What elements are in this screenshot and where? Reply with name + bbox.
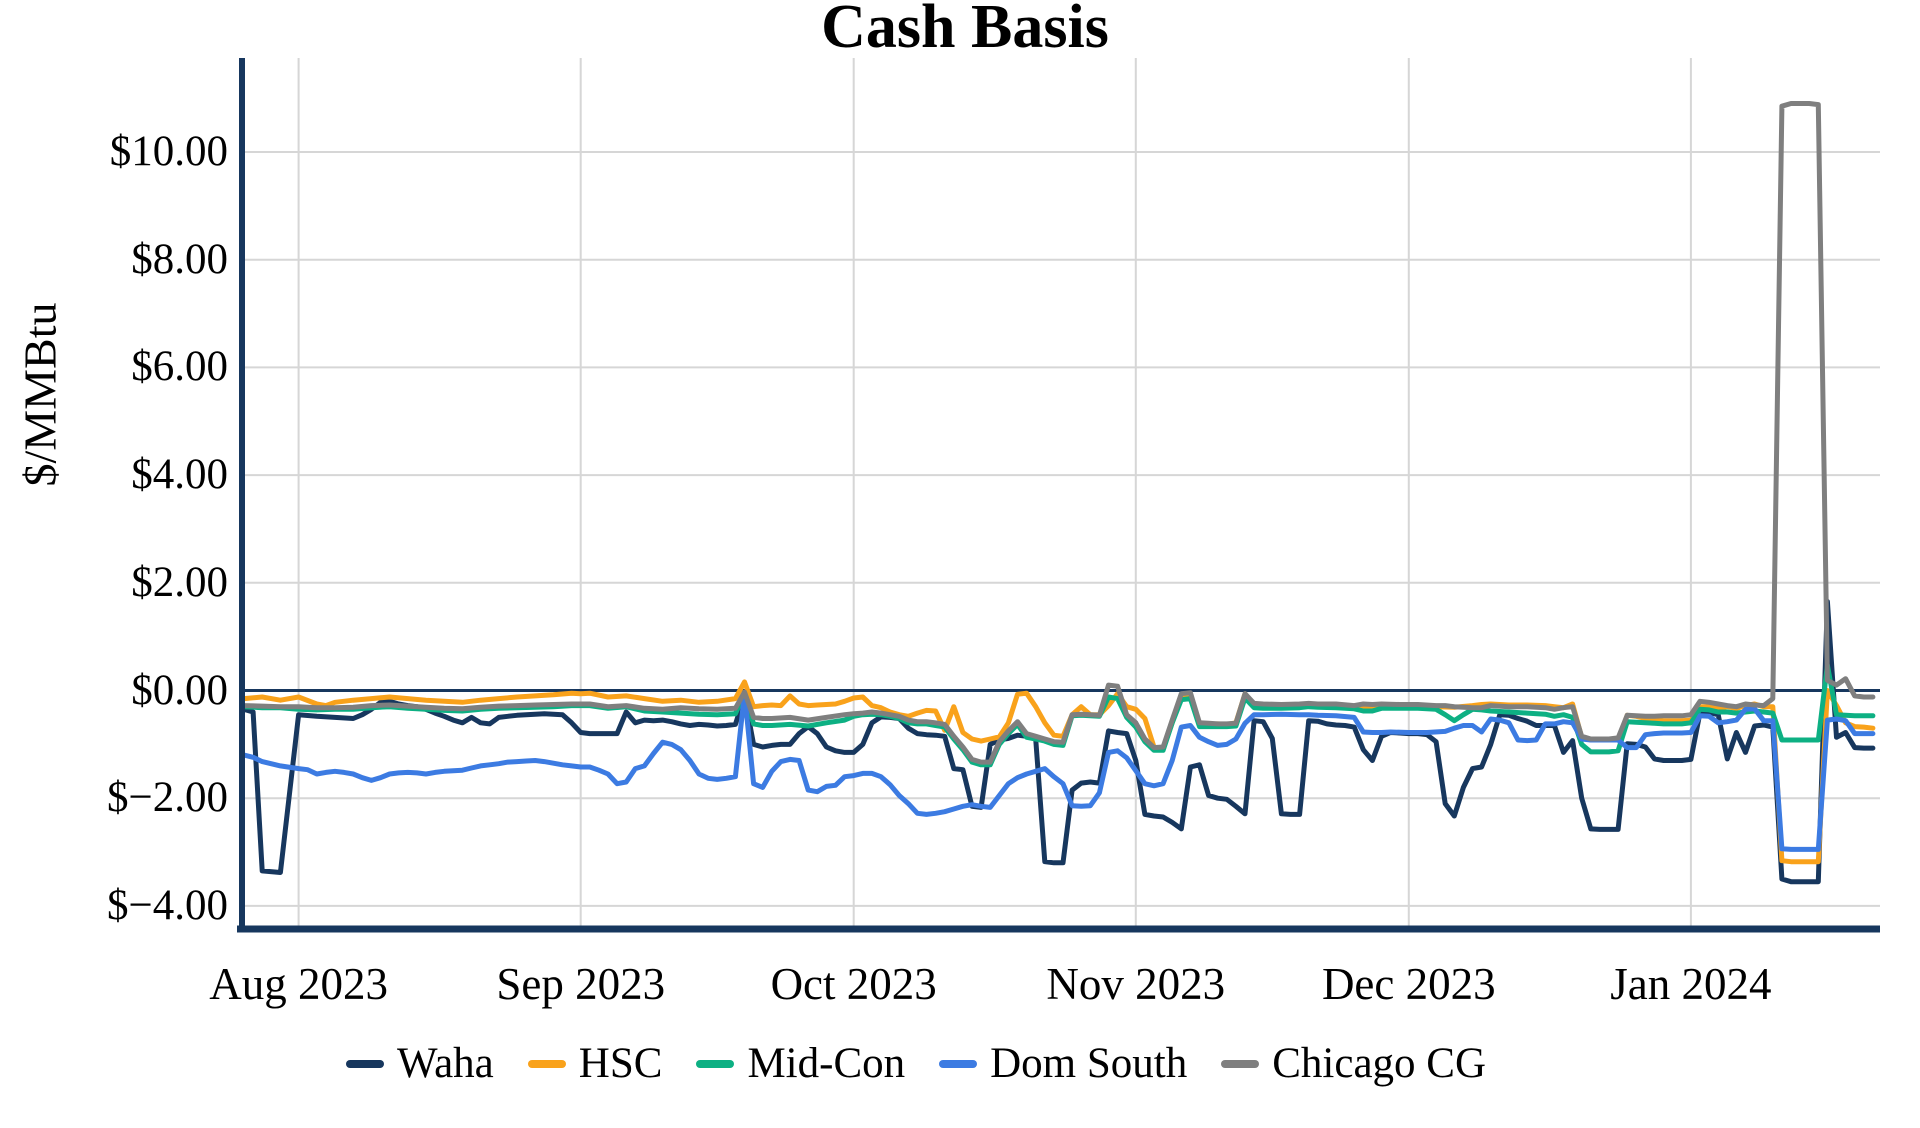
legend-swatch-icon	[1221, 1060, 1260, 1068]
legend-swatch-icon	[345, 1060, 384, 1068]
x-tick-label: Oct 2023	[770, 959, 937, 1009]
legend-label: Chicago CG	[1272, 1040, 1487, 1087]
y-tick-label: $6.00	[131, 343, 228, 391]
y-tick-label: $10.00	[109, 128, 228, 175]
chart-title: Cash Basis	[821, 0, 1109, 61]
series-line-waha	[241, 599, 1876, 885]
legend-swatch-icon	[527, 1060, 566, 1068]
legend-label: Dom South	[990, 1040, 1188, 1087]
legend-item-dom-south: Dom South	[939, 1036, 1187, 1092]
y-tick-label: $0.00	[131, 666, 228, 714]
y-tick-label: $4.00	[131, 451, 228, 499]
legend-label: HSC	[578, 1040, 663, 1087]
legend-item-waha: Waha	[345, 1036, 494, 1092]
legend-label: Mid-Con	[747, 1040, 906, 1087]
legend-item-hsc: HSC	[527, 1036, 663, 1092]
x-tick-label: Jan 2024	[1610, 959, 1772, 1009]
y-tick-label: $−4.00	[106, 881, 228, 929]
legend-label: Waha	[396, 1040, 494, 1087]
x-tick-label: Aug 2023	[209, 959, 388, 1009]
y-tick-label: $2.00	[131, 558, 228, 606]
legend-swatch-icon	[939, 1060, 978, 1068]
y-tick-label: $8.00	[131, 235, 228, 283]
legend-swatch-icon	[696, 1060, 735, 1068]
x-tick-label: Sep 2023	[496, 959, 666, 1009]
legend: Waha HSC Mid-Con Dom South Chicago CG	[0, 1036, 1876, 1092]
series-line-mid-con	[241, 662, 1876, 768]
x-tick-label: Nov 2023	[1046, 959, 1226, 1009]
legend-item-chicago-cg: Chicago CG	[1221, 1036, 1486, 1092]
legend-item-mid-con: Mid-Con	[696, 1036, 905, 1092]
series-line-chicago-cg	[241, 101, 1876, 765]
y-tick-label: $−2.00	[106, 774, 228, 822]
x-tick-label: Dec 2023	[1321, 959, 1496, 1009]
